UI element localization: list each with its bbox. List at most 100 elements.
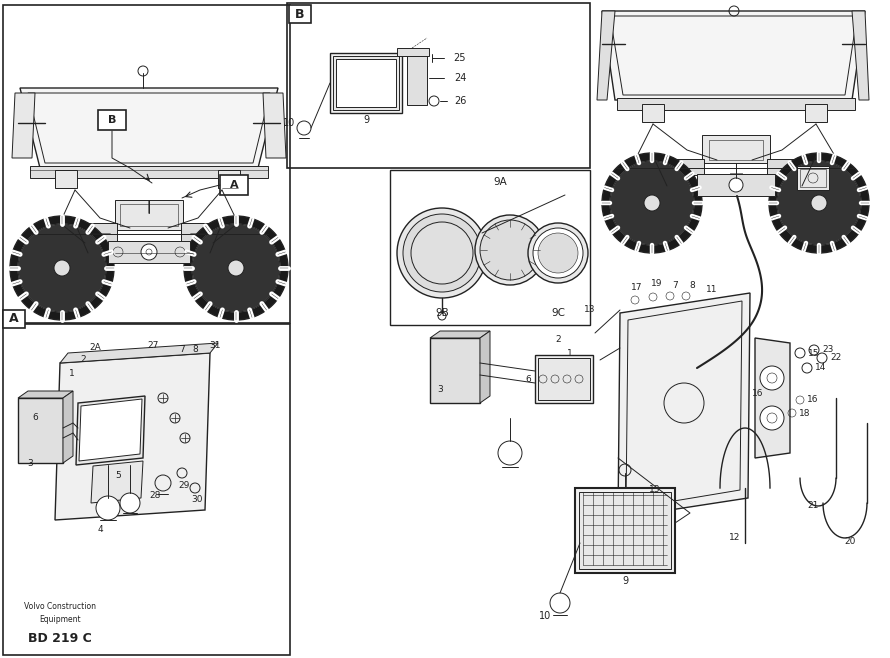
Text: 12: 12 xyxy=(729,534,740,542)
Circle shape xyxy=(760,366,784,390)
Circle shape xyxy=(120,493,140,513)
Bar xyxy=(800,169,826,187)
Circle shape xyxy=(228,260,244,276)
Polygon shape xyxy=(430,331,490,338)
Circle shape xyxy=(475,215,545,285)
Text: 11: 11 xyxy=(707,286,717,295)
Text: 8: 8 xyxy=(689,280,695,290)
Bar xyxy=(120,204,178,226)
Polygon shape xyxy=(60,343,218,363)
Bar xyxy=(55,170,77,188)
Bar xyxy=(702,135,770,163)
Bar xyxy=(709,140,763,160)
Text: 1: 1 xyxy=(567,349,573,357)
Circle shape xyxy=(769,153,869,253)
Circle shape xyxy=(192,224,280,312)
Circle shape xyxy=(297,121,311,135)
Text: 31: 31 xyxy=(209,340,221,349)
Text: 8: 8 xyxy=(192,345,198,355)
Text: 3: 3 xyxy=(437,386,443,395)
Text: 9: 9 xyxy=(363,115,369,125)
Bar xyxy=(579,492,671,569)
Bar xyxy=(3,310,25,328)
Bar xyxy=(538,358,590,400)
Circle shape xyxy=(777,161,861,245)
Bar xyxy=(617,98,855,110)
Circle shape xyxy=(550,593,570,613)
Polygon shape xyxy=(480,331,490,403)
Bar xyxy=(115,200,183,230)
Text: 4: 4 xyxy=(97,526,103,534)
Circle shape xyxy=(644,195,660,211)
Circle shape xyxy=(96,496,120,520)
Polygon shape xyxy=(55,353,210,520)
Polygon shape xyxy=(18,391,73,398)
Circle shape xyxy=(811,195,827,211)
Circle shape xyxy=(397,208,487,298)
Polygon shape xyxy=(63,391,73,463)
Text: 16: 16 xyxy=(807,395,819,405)
Circle shape xyxy=(533,228,583,278)
Text: 22: 22 xyxy=(830,353,842,363)
Polygon shape xyxy=(618,293,750,518)
Circle shape xyxy=(498,441,522,465)
Bar xyxy=(659,159,704,175)
Polygon shape xyxy=(263,93,286,158)
Text: 1: 1 xyxy=(69,368,75,378)
Bar xyxy=(336,59,396,107)
Bar xyxy=(330,53,402,113)
Polygon shape xyxy=(76,396,145,465)
Polygon shape xyxy=(602,11,865,100)
Text: 23: 23 xyxy=(822,345,834,355)
Circle shape xyxy=(480,220,540,280)
Text: 3: 3 xyxy=(27,459,33,467)
Text: 20: 20 xyxy=(845,536,855,545)
Text: 30: 30 xyxy=(191,495,203,505)
Text: 18: 18 xyxy=(799,409,811,417)
Circle shape xyxy=(528,223,588,283)
Text: A: A xyxy=(230,180,239,190)
Text: 16: 16 xyxy=(752,388,764,397)
Text: 7: 7 xyxy=(672,280,678,290)
Text: 19: 19 xyxy=(651,280,663,288)
Text: 9: 9 xyxy=(622,576,628,586)
Text: 2: 2 xyxy=(80,355,85,365)
Bar xyxy=(390,170,590,325)
Circle shape xyxy=(141,244,157,260)
Bar xyxy=(181,223,223,243)
Bar xyxy=(767,159,812,175)
Text: 7: 7 xyxy=(179,345,185,355)
Polygon shape xyxy=(79,399,142,461)
Bar xyxy=(333,56,399,110)
Circle shape xyxy=(18,224,106,312)
Text: 6: 6 xyxy=(32,413,38,422)
Bar xyxy=(3,5,290,323)
Circle shape xyxy=(602,153,702,253)
Polygon shape xyxy=(755,338,790,458)
Circle shape xyxy=(10,216,114,320)
Polygon shape xyxy=(852,11,869,100)
Text: 29: 29 xyxy=(178,480,190,490)
Bar xyxy=(108,241,190,263)
Circle shape xyxy=(184,216,288,320)
Text: 28: 28 xyxy=(150,492,161,501)
Bar xyxy=(697,174,775,196)
Text: 25: 25 xyxy=(454,53,466,63)
Bar xyxy=(220,175,248,195)
Text: 9C: 9C xyxy=(551,308,565,318)
Bar xyxy=(3,324,290,655)
Polygon shape xyxy=(597,11,615,100)
Bar xyxy=(30,166,268,178)
Bar xyxy=(218,170,240,188)
Text: B: B xyxy=(295,7,304,20)
Circle shape xyxy=(538,233,578,273)
Text: 9B: 9B xyxy=(435,308,449,318)
Text: 5: 5 xyxy=(115,470,121,480)
Bar xyxy=(797,166,829,190)
Circle shape xyxy=(760,406,784,430)
Circle shape xyxy=(54,260,70,276)
Bar xyxy=(75,223,117,243)
Text: 26: 26 xyxy=(454,96,466,106)
Bar xyxy=(287,3,590,168)
Text: 21: 21 xyxy=(807,501,819,511)
